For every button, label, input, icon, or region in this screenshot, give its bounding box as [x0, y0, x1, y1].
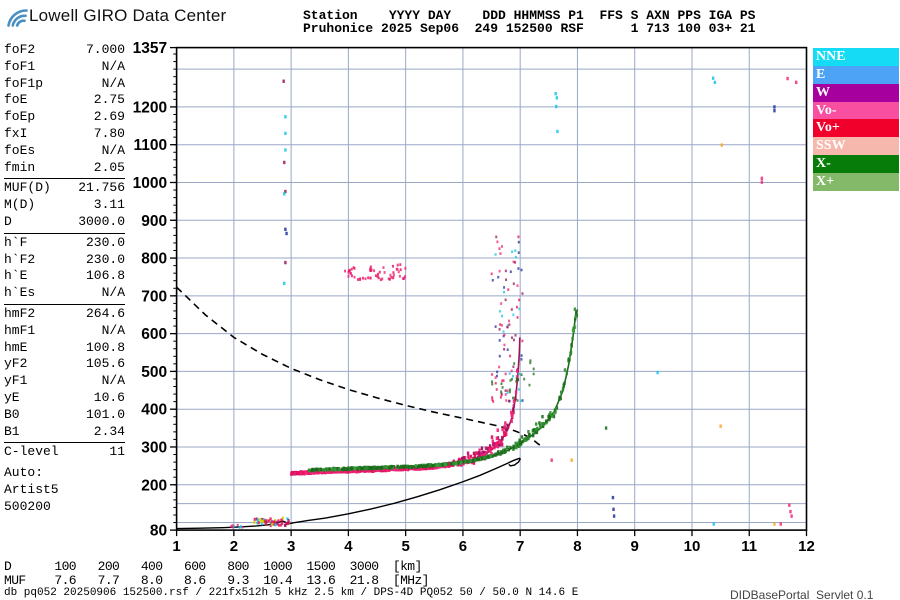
svg-text:3: 3	[287, 538, 295, 555]
svg-text:300: 300	[141, 439, 167, 456]
svg-text:2: 2	[230, 538, 238, 555]
svg-text:6: 6	[459, 538, 467, 555]
svg-text:1100: 1100	[133, 137, 167, 154]
svg-text:7: 7	[516, 538, 524, 555]
svg-text:700: 700	[141, 288, 167, 305]
svg-text:1000: 1000	[133, 175, 167, 192]
svg-text:600: 600	[141, 326, 167, 343]
svg-text:5: 5	[401, 538, 409, 555]
svg-text:4: 4	[344, 538, 353, 555]
svg-text:9: 9	[631, 538, 639, 555]
svg-text:8: 8	[573, 538, 581, 555]
svg-text:200: 200	[141, 477, 167, 494]
svg-text:12: 12	[798, 538, 815, 555]
svg-text:1357: 1357	[133, 40, 167, 57]
svg-text:11: 11	[741, 538, 757, 555]
svg-text:400: 400	[141, 402, 167, 419]
svg-text:1: 1	[172, 538, 180, 555]
svg-text:800: 800	[141, 251, 167, 268]
svg-text:10: 10	[684, 538, 701, 555]
svg-text:80: 80	[150, 523, 167, 540]
svg-text:500: 500	[141, 364, 167, 381]
svg-text:900: 900	[141, 213, 167, 230]
svg-text:1200: 1200	[133, 99, 167, 116]
